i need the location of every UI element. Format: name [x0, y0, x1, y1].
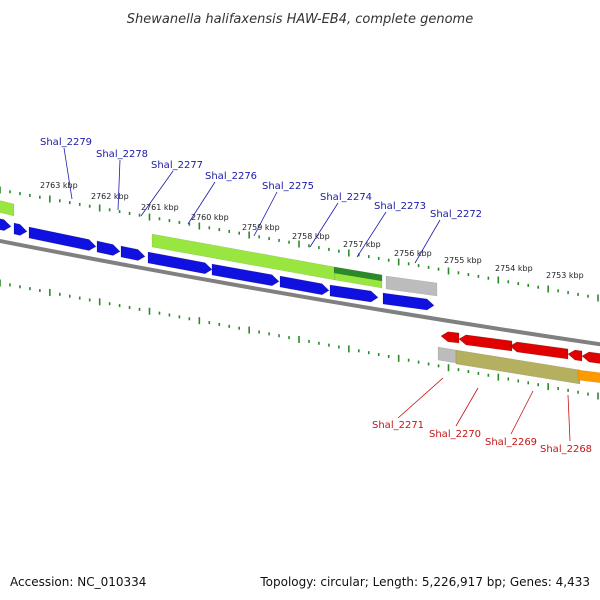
- kbp-tick-label: 2759 kbp: [242, 223, 280, 232]
- reverse-gene-label: Shal_2271: [372, 420, 424, 431]
- reverse-cds-arrow: [567, 349, 583, 362]
- map-title: Shewanella halifaxensis HAW-EB4, complet…: [127, 12, 473, 27]
- reverse-gene-label: Shal_2269: [485, 437, 537, 448]
- reverse-gene-label: Shal_2268: [540, 444, 592, 455]
- genome-stats-text: Topology: circular; Length: 5,226,917 bp…: [259, 575, 590, 589]
- green-feature: [0, 200, 15, 217]
- reverse-gene-label: Shal_2270: [429, 429, 481, 440]
- cds-track: [0, 218, 600, 364]
- darkgreen-feature: [333, 266, 383, 282]
- kbp-tick-label: 2761 kbp: [141, 203, 179, 212]
- kbp-tick-label: 2754 kbp: [495, 264, 533, 273]
- forward-cds-arrow: [28, 226, 97, 251]
- kbp-tick-label: 2762 kbp: [91, 192, 129, 201]
- gray-feature: [385, 275, 438, 297]
- olive-feature: [455, 349, 581, 385]
- backbone-track: [0, 238, 600, 347]
- forward-gene-label: Shal_2275: [262, 181, 314, 192]
- kbp-tick-label: 2760 kbp: [191, 213, 229, 222]
- forward-cds-arrow: [0, 218, 12, 231]
- accession-text: Accession: NC_010334: [10, 575, 146, 589]
- forward-gene-leader: [253, 191, 278, 237]
- forward-gene-leader: [140, 170, 174, 217]
- forward-gene-label: Shal_2279: [40, 137, 92, 148]
- forward-gene-leader: [309, 202, 339, 248]
- forward-cds-arrow: [382, 292, 435, 311]
- kbp-tick-label: 2763 kbp: [40, 181, 78, 190]
- reverse-gene-leader: [567, 394, 571, 442]
- reverse-cds-arrow: [509, 341, 569, 360]
- orange-feature: [577, 369, 600, 384]
- forward-cds-arrow: [120, 245, 146, 261]
- backbone-line: [0, 238, 600, 347]
- forward-cds-arrow: [211, 263, 280, 287]
- feature-track: [0, 200, 600, 385]
- outer-tick-ring: [0, 186, 599, 302]
- forward-gene-leader: [414, 219, 441, 264]
- forward-cds-arrow: [329, 284, 379, 303]
- gray-feature: [437, 346, 457, 364]
- forward-cds-arrow: [279, 275, 330, 296]
- kbp-tick-label: 2758 kbp: [292, 232, 330, 241]
- forward-gene-label: Shal_2274: [320, 192, 372, 203]
- kbp-tick-label: 2757 kbp: [343, 240, 381, 249]
- kbp-tick-label: 2755 kbp: [444, 256, 482, 265]
- forward-gene-leader: [356, 211, 387, 258]
- forward-gene-label: Shal_2276: [205, 171, 257, 182]
- forward-cds-arrow: [96, 240, 121, 256]
- kbp-tick-label: 2756 kbp: [394, 249, 432, 258]
- forward-gene-leader: [63, 147, 73, 200]
- forward-gene-label: Shal_2277: [151, 160, 203, 171]
- forward-gene-label: Shal_2273: [374, 201, 426, 212]
- forward-gene-label: Shal_2272: [430, 209, 482, 220]
- reverse-gene-leader: [397, 377, 444, 419]
- forward-cds-arrow: [147, 251, 213, 275]
- reverse-gene-leader: [455, 387, 479, 427]
- gene-labels: 2763 kbp 2762 kbp 2761 kbp 2760 kbp 2759 kbp…: [40, 137, 592, 455]
- reverse-cds-arrow: [581, 351, 600, 364]
- kbp-tick-label: 2753 kbp: [546, 271, 584, 280]
- forward-cds-arrow: [13, 222, 28, 236]
- reverse-cds-arrow: [440, 331, 460, 344]
- forward-gene-label: Shal_2278: [96, 149, 148, 160]
- forward-gene-leader: [187, 181, 216, 225]
- inner-tick-ring: [0, 279, 599, 400]
- forward-gene-leader: [117, 159, 121, 211]
- reverse-gene-leader: [510, 390, 534, 435]
- reverse-cds-arrow: [458, 334, 513, 352]
